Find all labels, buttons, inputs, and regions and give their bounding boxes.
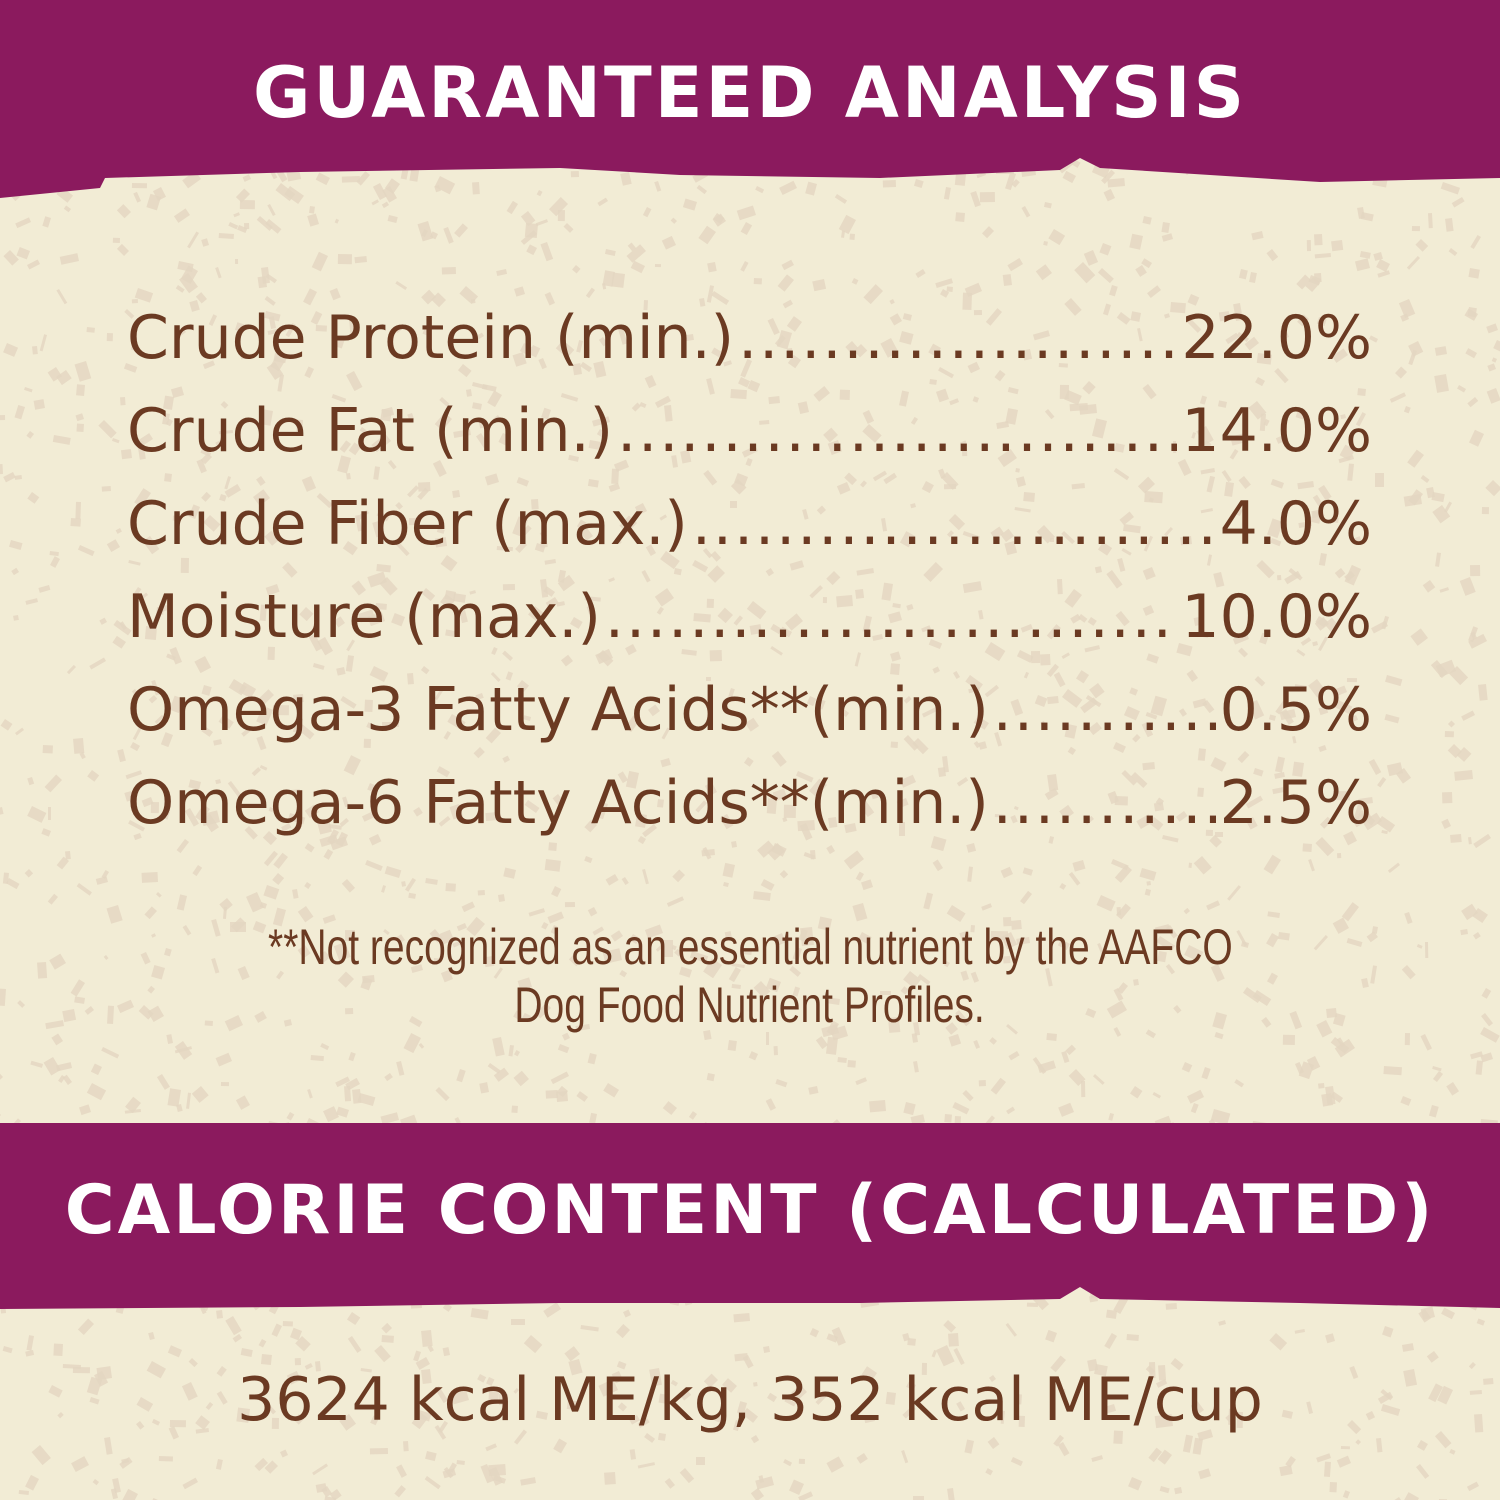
analysis-row: Moisture (max.) 10.0% [127, 582, 1372, 675]
row-value: 22.0% [1181, 303, 1372, 373]
row-value: 0.5% [1219, 675, 1372, 745]
analysis-row: Omega-6 Fatty Acids**(min.) 2.5% [127, 768, 1372, 861]
dot-leader [993, 768, 1216, 838]
analysis-row: Crude Protein (min.) 22.0% [127, 303, 1372, 396]
section-title: GUARANTEED ANALYSIS [252, 52, 1248, 134]
analysis-row: Crude Fat (min.) 14.0% [127, 396, 1372, 489]
footnote-line: **Not recognized as an essential nutrien… [267, 919, 1233, 975]
dot-leader [993, 675, 1216, 745]
row-value: 4.0% [1219, 489, 1372, 559]
dot-leader [692, 489, 1216, 559]
banner-shape [0, 0, 1500, 198]
footnote: **Not recognized as an essential nutrien… [0, 918, 1500, 1034]
row-label: Crude Protein (min.) [127, 303, 735, 373]
analysis-row: Omega-3 Fatty Acids**(min.) 0.5% [127, 675, 1372, 768]
banner-shape [0, 1123, 1500, 1309]
row-label: Crude Fat (min.) [127, 396, 614, 466]
row-label: Omega-6 Fatty Acids**(min.) [127, 768, 989, 838]
row-value: 2.5% [1219, 768, 1372, 838]
dot-leader [617, 396, 1177, 466]
section-title: CALORIE CONTENT (CALCULATED) [64, 1171, 1436, 1250]
analysis-row: Crude Fiber (max.) 4.0% [127, 489, 1372, 582]
dot-leader [605, 582, 1177, 652]
row-label: Omega-3 Fatty Acids**(min.) [127, 675, 989, 745]
footnote-line: Dog Food Nutrient Profiles. [514, 977, 986, 1033]
calorie-value: 3624 kcal ME/kg, 352 kcal ME/cup [237, 1365, 1263, 1435]
row-label: Moisture (max.) [127, 582, 601, 652]
calorie-content-banner: CALORIE CONTENT (CALCULATED) [0, 1123, 1500, 1313]
row-value: 14.0% [1181, 396, 1372, 466]
dot-leader [738, 303, 1177, 373]
analysis-table: Crude Protein (min.) 22.0% Crude Fat (min… [127, 303, 1372, 861]
row-label: Crude Fiber (max.) [127, 489, 688, 559]
row-value: 10.0% [1181, 582, 1372, 652]
guaranteed-analysis-banner: GUARANTEED ANALYSIS [0, 0, 1500, 200]
